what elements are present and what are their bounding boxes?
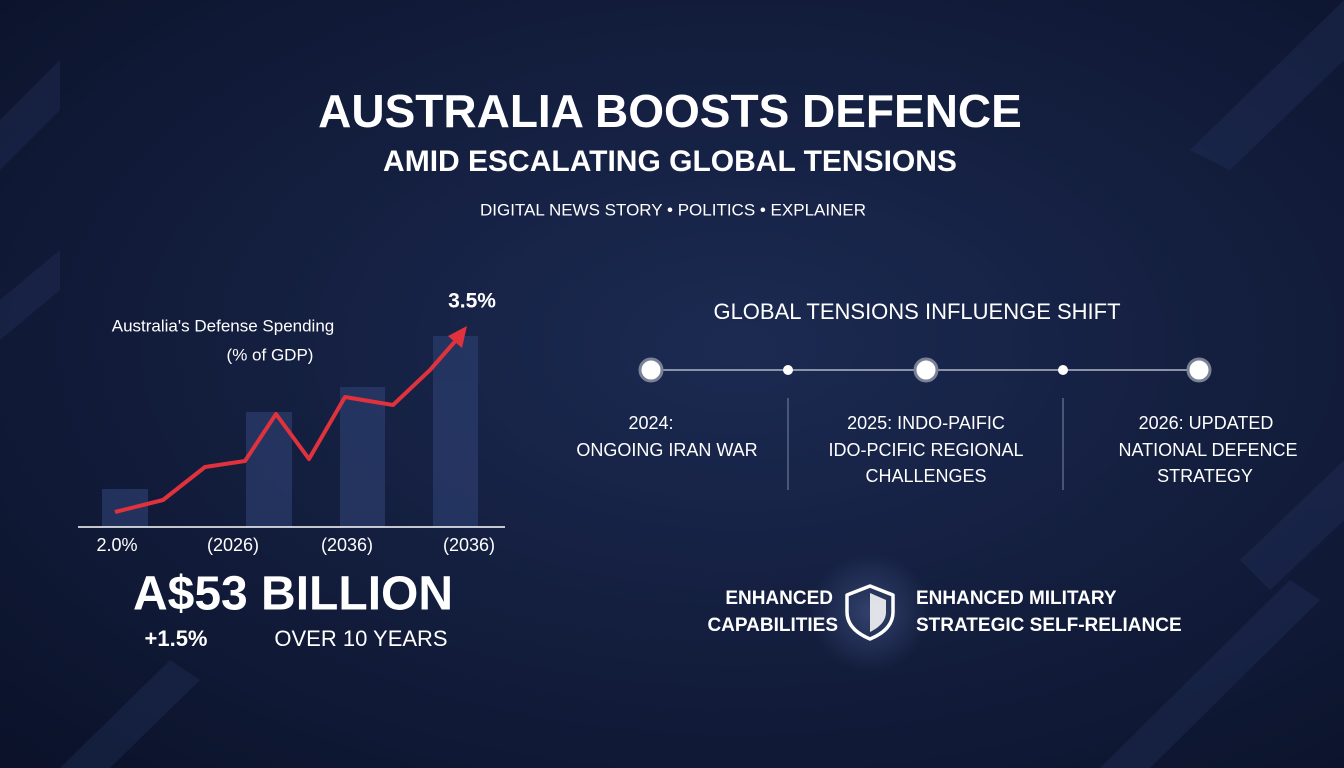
outcome-text: CAPABILITIES: [707, 615, 838, 636]
tagline: DIGITAL NEWS STORY • POLITICS • EXPLAINE…: [480, 200, 866, 219]
axis-label: (2036): [321, 535, 373, 555]
timeline-title: GLOBAL TENSIONS INFLUENGE SHIFT: [713, 299, 1120, 324]
axis-label: (2036): [443, 535, 495, 555]
event-text: 2025: INDO-PAIFIC: [847, 413, 1005, 433]
period: OVER 10 YEARS: [274, 626, 447, 651]
peak-label: 3.5%: [448, 290, 496, 313]
outcome-text: ENHANCED: [725, 588, 833, 609]
trend-line: [114, 336, 460, 514]
event-text: 2024:: [628, 413, 673, 433]
subtitle: AMID ESCALATING GLOBAL TENSIONS: [383, 145, 957, 178]
chart-bars: [102, 336, 478, 527]
outcome-text: STRATEGIC SELF-RELIANCE: [916, 615, 1182, 636]
timeline: [638, 357, 1212, 490]
event-text: NATIONAL DEFENCE: [1118, 440, 1297, 460]
amount: A$53 BILLION: [133, 568, 453, 621]
axis-label: 2.0%: [96, 535, 137, 555]
axis-label: (2026): [207, 535, 259, 555]
spending-chart: 3.5% Australia's Defense Spending (% of …: [78, 290, 505, 555]
outcome-text: ENHANCED MILITARY: [916, 588, 1117, 609]
event-text: IDO-PCIFIC REGIONAL: [828, 440, 1023, 460]
title: AUSTRALIA BOOSTS DEFENCE: [318, 85, 1022, 137]
event-text: ONGOING IRAN WAR: [576, 440, 757, 460]
change: +1.5%: [145, 626, 208, 651]
event-text: STRATEGY: [1157, 466, 1253, 486]
trend-arrow: [448, 326, 467, 348]
chart-title: Australia's Defense Spending: [112, 316, 335, 335]
event-text: CHALLENGES: [865, 466, 986, 486]
chart-subtitle: (% of GDP): [227, 345, 314, 364]
shield-fill: [870, 593, 886, 632]
shield-icon: [845, 584, 895, 641]
event-text: 2026: UPDATED: [1139, 413, 1274, 433]
